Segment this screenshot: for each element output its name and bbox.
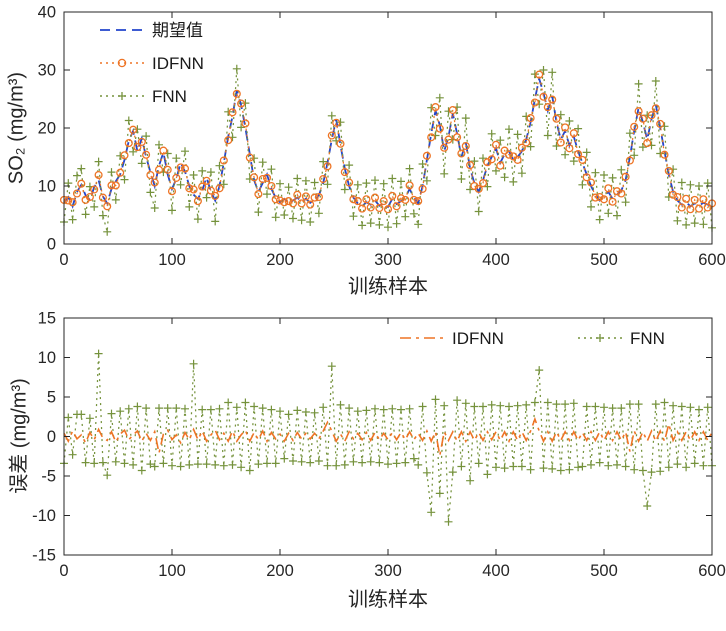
so2-xtick-label: 500 xyxy=(590,251,618,269)
error-chart-canvas: 0 100 200 300 400 500 600 -15 -10 -5 0 5 10 15 IDFNN FN… xyxy=(32,310,726,581)
error-plot-area: 0 100 200 300 400 500 600 -15 -10 -5 0 5 10 15 IDFNN FN… xyxy=(32,310,726,581)
error-ticks xyxy=(63,317,713,556)
legend-item-idfnn: IDFNN xyxy=(400,329,504,348)
error-xtick-label: 300 xyxy=(374,562,402,580)
so2-ticks xyxy=(63,11,713,245)
so2-xtick-label: 100 xyxy=(158,251,186,269)
legend-label: 期望值 xyxy=(152,21,203,40)
so2-ytick-label: 40 xyxy=(38,4,56,22)
so2-xtick-label: 600 xyxy=(698,251,726,269)
series-idfnn xyxy=(59,70,717,214)
so2-y-axis-label: SO₂ (mg/m³) xyxy=(5,71,28,185)
so2-chart-canvas: 0 100 200 300 400 500 600 0 10 20 30 40 期望值 IDFNN FNN xyxy=(38,4,726,270)
so2-legend: 期望值 IDFNN FNN xyxy=(100,21,204,106)
legend-item-fnn: FNN xyxy=(100,87,187,106)
error-y-axis-label: 误差 (mg/m³) xyxy=(8,378,31,494)
error-ytick-label: 0 xyxy=(47,428,56,446)
error-xtick-label: 500 xyxy=(590,562,618,580)
so2-x-axis-label: 训练样本 xyxy=(348,276,428,298)
error-ytick-label: -5 xyxy=(41,468,56,486)
so2-ytick-label: 10 xyxy=(38,178,56,196)
legend-label: IDFNN xyxy=(452,329,504,348)
so2-ytick-label: 0 xyxy=(47,236,56,254)
legend-item-fnn: FNN xyxy=(578,329,665,348)
so2-xtick-label: 400 xyxy=(482,251,510,269)
legend-circle-marker-icon xyxy=(117,58,127,68)
legend-label: IDFNN xyxy=(152,54,204,73)
error-plot: 0 100 200 300 400 500 600 -15 -10 -5 0 5 10 15 IDFNN FN… xyxy=(0,302,726,631)
series-idfnn xyxy=(63,416,713,456)
so2-xtick-label: 0 xyxy=(59,251,68,269)
error-x-axis-label: 训练样本 xyxy=(348,589,428,611)
error-legend: IDFNN FNN xyxy=(400,329,665,348)
error-ytick-label: 15 xyxy=(38,310,56,328)
legend-item-idfnn: IDFNN xyxy=(100,54,204,73)
error-ytick-label: 10 xyxy=(38,349,56,367)
error-tick-labels: 0 100 200 300 400 500 600 -15 -10 -5 0 5 10 15 xyxy=(32,310,726,581)
legend-plus-marker-icon xyxy=(118,92,126,100)
legend-label: FNN xyxy=(630,329,665,348)
legend-item-expected: 期望值 xyxy=(100,21,203,40)
error-ytick-label: -15 xyxy=(32,547,56,565)
so2-xtick-label: 200 xyxy=(266,251,294,269)
so2-ytick-label: 20 xyxy=(38,120,56,138)
so2-xtick-label: 300 xyxy=(374,251,402,269)
legend-plus-marker-icon xyxy=(596,334,604,342)
error-xtick-label: 400 xyxy=(482,562,510,580)
series-fnn xyxy=(60,349,716,526)
error-xtick-label: 0 xyxy=(59,562,68,580)
so2-axes-box xyxy=(63,11,713,245)
error-xtick-label: 200 xyxy=(266,562,294,580)
so2-plot-area: 0 100 200 300 400 500 600 0 10 20 30 40 期望值 IDFNN FNN xyxy=(38,4,726,270)
legend-label: FNN xyxy=(152,87,187,106)
error-ytick-label: -10 xyxy=(32,507,56,525)
error-ytick-label: 5 xyxy=(47,389,56,407)
so2-tick-labels: 0 100 200 300 400 500 600 0 10 20 30 40 xyxy=(38,4,726,270)
error-xtick-label: 100 xyxy=(158,562,186,580)
so2-ytick-label: 30 xyxy=(38,62,56,80)
error-xtick-label: 600 xyxy=(698,562,726,580)
so2-plot: 0 100 200 300 400 500 600 0 10 20 30 40 期望值 IDFNN FNN … xyxy=(0,0,726,302)
